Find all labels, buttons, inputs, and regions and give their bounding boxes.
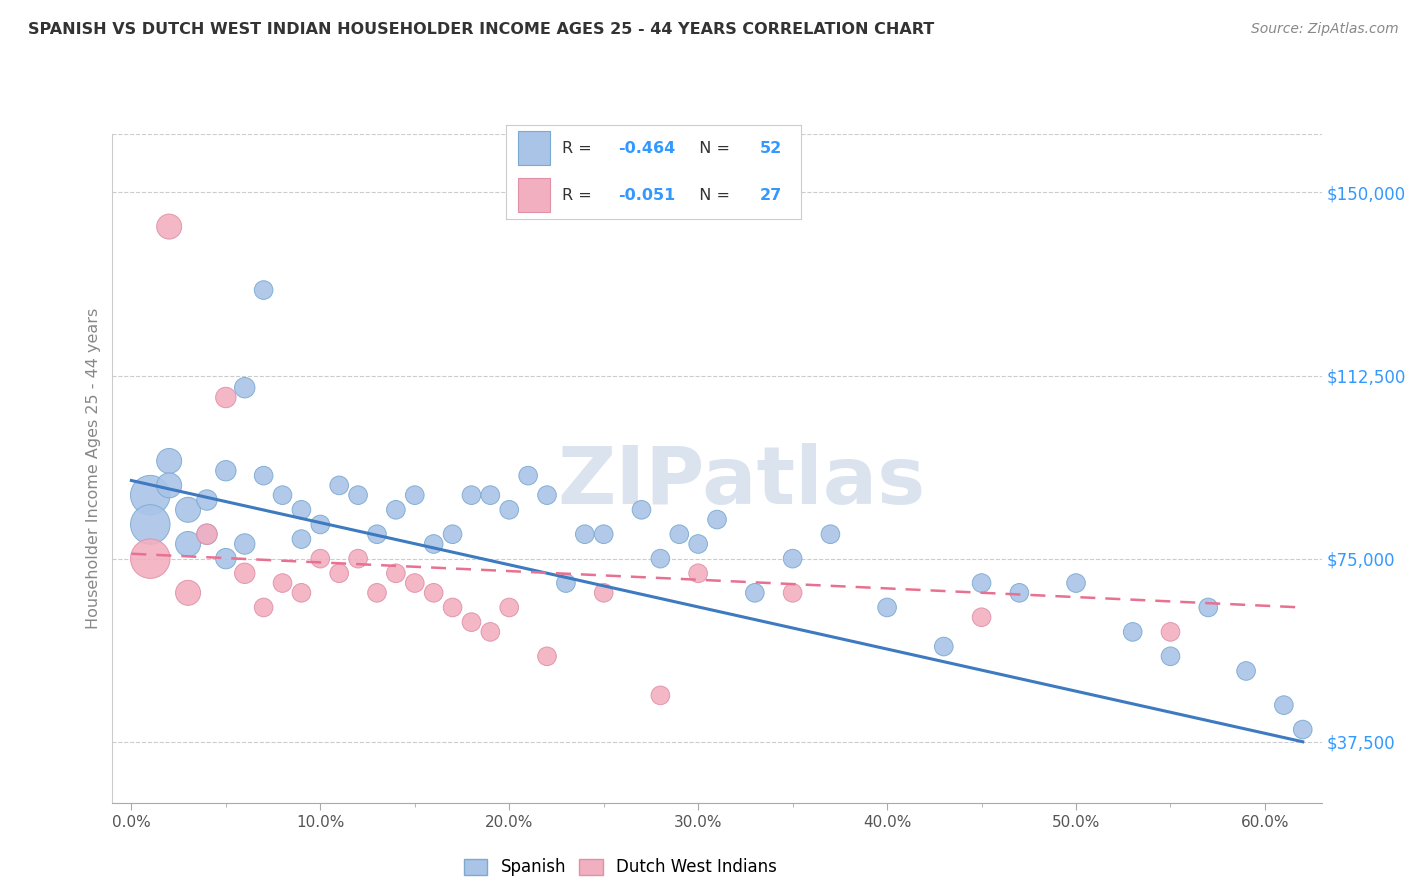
Point: [668, 527, 690, 541]
Point: [441, 527, 464, 541]
Y-axis label: Householder Income Ages 25 - 44 years: Householder Income Ages 25 - 44 years: [86, 308, 101, 629]
Point: [970, 610, 993, 624]
Text: R =: R =: [562, 141, 598, 156]
Point: [195, 493, 218, 508]
Point: [347, 488, 370, 502]
Text: ZIPatlas: ZIPatlas: [557, 442, 925, 521]
Point: [782, 551, 804, 566]
Point: [820, 527, 842, 541]
Point: [309, 551, 332, 566]
Point: [404, 576, 426, 591]
Point: [1064, 576, 1087, 591]
Point: [517, 468, 540, 483]
Point: [479, 624, 502, 639]
Point: [328, 478, 350, 492]
Point: [688, 566, 710, 581]
Point: [932, 640, 955, 654]
Point: [177, 503, 200, 517]
Point: [1159, 624, 1181, 639]
Point: [195, 527, 218, 541]
Point: [366, 527, 388, 541]
Point: [253, 283, 276, 297]
Point: [290, 503, 312, 517]
Text: N =: N =: [689, 141, 735, 156]
Point: [1272, 698, 1295, 713]
Point: [554, 576, 576, 591]
Point: [139, 517, 162, 532]
Point: [1292, 723, 1315, 737]
Text: R =: R =: [562, 187, 598, 202]
Point: [970, 576, 993, 591]
Point: [1234, 664, 1257, 678]
Point: [253, 600, 276, 615]
Point: [1197, 600, 1219, 615]
Point: [253, 468, 276, 483]
Point: [422, 537, 444, 551]
Point: [460, 488, 482, 502]
Point: [290, 586, 312, 600]
Point: [233, 537, 256, 551]
Text: N =: N =: [689, 187, 735, 202]
Point: [328, 566, 350, 581]
Point: [157, 478, 180, 492]
Point: [706, 512, 728, 526]
Point: [215, 551, 238, 566]
Point: [460, 615, 482, 629]
Point: [592, 527, 614, 541]
Text: Source: ZipAtlas.com: Source: ZipAtlas.com: [1251, 22, 1399, 37]
Point: [536, 488, 558, 502]
Point: [650, 551, 672, 566]
Text: SPANISH VS DUTCH WEST INDIAN HOUSEHOLDER INCOME AGES 25 - 44 YEARS CORRELATION C: SPANISH VS DUTCH WEST INDIAN HOUSEHOLDER…: [28, 22, 935, 37]
Text: -0.051: -0.051: [619, 187, 676, 202]
Text: 52: 52: [761, 141, 782, 156]
Legend: Spanish, Dutch West Indians: Spanish, Dutch West Indians: [458, 854, 782, 881]
Bar: [517, 178, 550, 212]
Point: [347, 551, 370, 566]
Point: [574, 527, 596, 541]
Point: [233, 381, 256, 395]
Point: [195, 527, 218, 541]
Point: [744, 586, 766, 600]
Point: [157, 219, 180, 234]
Point: [290, 532, 312, 546]
Point: [536, 649, 558, 664]
Point: [1159, 649, 1181, 664]
Point: [1122, 624, 1144, 639]
Text: -0.464: -0.464: [619, 141, 676, 156]
Point: [630, 503, 652, 517]
Point: [422, 586, 444, 600]
Point: [479, 488, 502, 502]
Point: [385, 566, 408, 581]
Bar: [517, 131, 550, 165]
Point: [233, 566, 256, 581]
Point: [688, 537, 710, 551]
Point: [1008, 586, 1031, 600]
Point: [592, 586, 614, 600]
Point: [215, 464, 238, 478]
Point: [498, 600, 520, 615]
Point: [215, 391, 238, 405]
Point: [271, 488, 294, 502]
Point: [271, 576, 294, 591]
Point: [139, 551, 162, 566]
Point: [650, 689, 672, 703]
Point: [177, 537, 200, 551]
Point: [157, 454, 180, 468]
Point: [498, 503, 520, 517]
Point: [876, 600, 898, 615]
Point: [177, 586, 200, 600]
Point: [404, 488, 426, 502]
Text: 27: 27: [761, 187, 782, 202]
Point: [309, 517, 332, 532]
Point: [139, 488, 162, 502]
Point: [385, 503, 408, 517]
Point: [782, 586, 804, 600]
Point: [441, 600, 464, 615]
Point: [366, 586, 388, 600]
